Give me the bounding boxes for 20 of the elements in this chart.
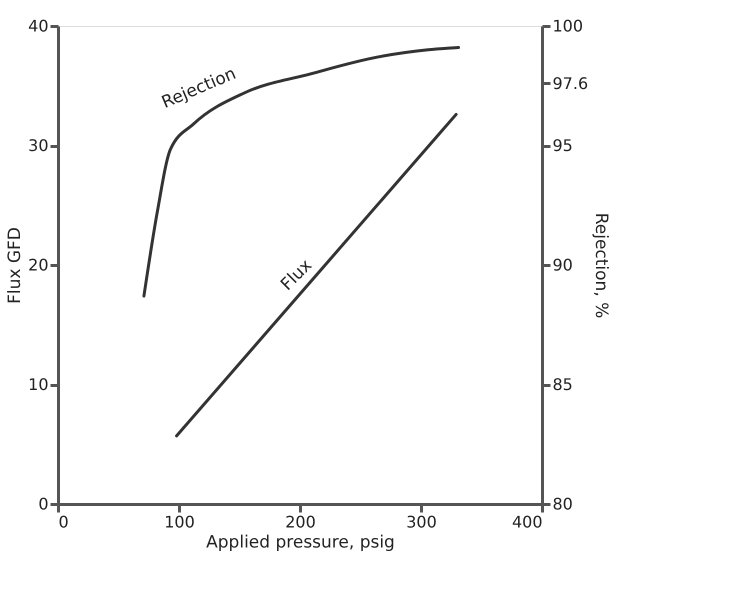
y2-tick-label: 95 bbox=[552, 136, 573, 155]
y2-tick-label: 80 bbox=[552, 494, 573, 514]
x-tick-label: 200 bbox=[285, 512, 316, 532]
y2-axis-title: Rejection, % bbox=[591, 212, 612, 318]
y-tick-label: 30 bbox=[28, 136, 48, 155]
y-axis-title: Flux GFD bbox=[5, 227, 26, 304]
y-tick-label: 0 bbox=[38, 494, 48, 514]
x-tick-label: 400 bbox=[512, 512, 542, 532]
y-tick-label: 20 bbox=[28, 256, 48, 274]
y-tick-label: 10 bbox=[28, 375, 48, 394]
line-series bbox=[142, 46, 460, 298]
x-axis-title: Applied pressure, psig bbox=[206, 532, 395, 552]
x-tick-label: 0 bbox=[58, 512, 69, 532]
y-tick-label: 40 bbox=[28, 16, 48, 36]
y2-tick-label: 100 bbox=[552, 16, 584, 36]
y2-tick-label: 85 bbox=[552, 375, 573, 394]
x-tick-label: 100 bbox=[164, 512, 195, 532]
y2-tick-label: 90 bbox=[552, 256, 573, 274]
x-tick-label: 300 bbox=[406, 512, 437, 532]
y2-tick-label: 97.6 bbox=[552, 74, 588, 93]
